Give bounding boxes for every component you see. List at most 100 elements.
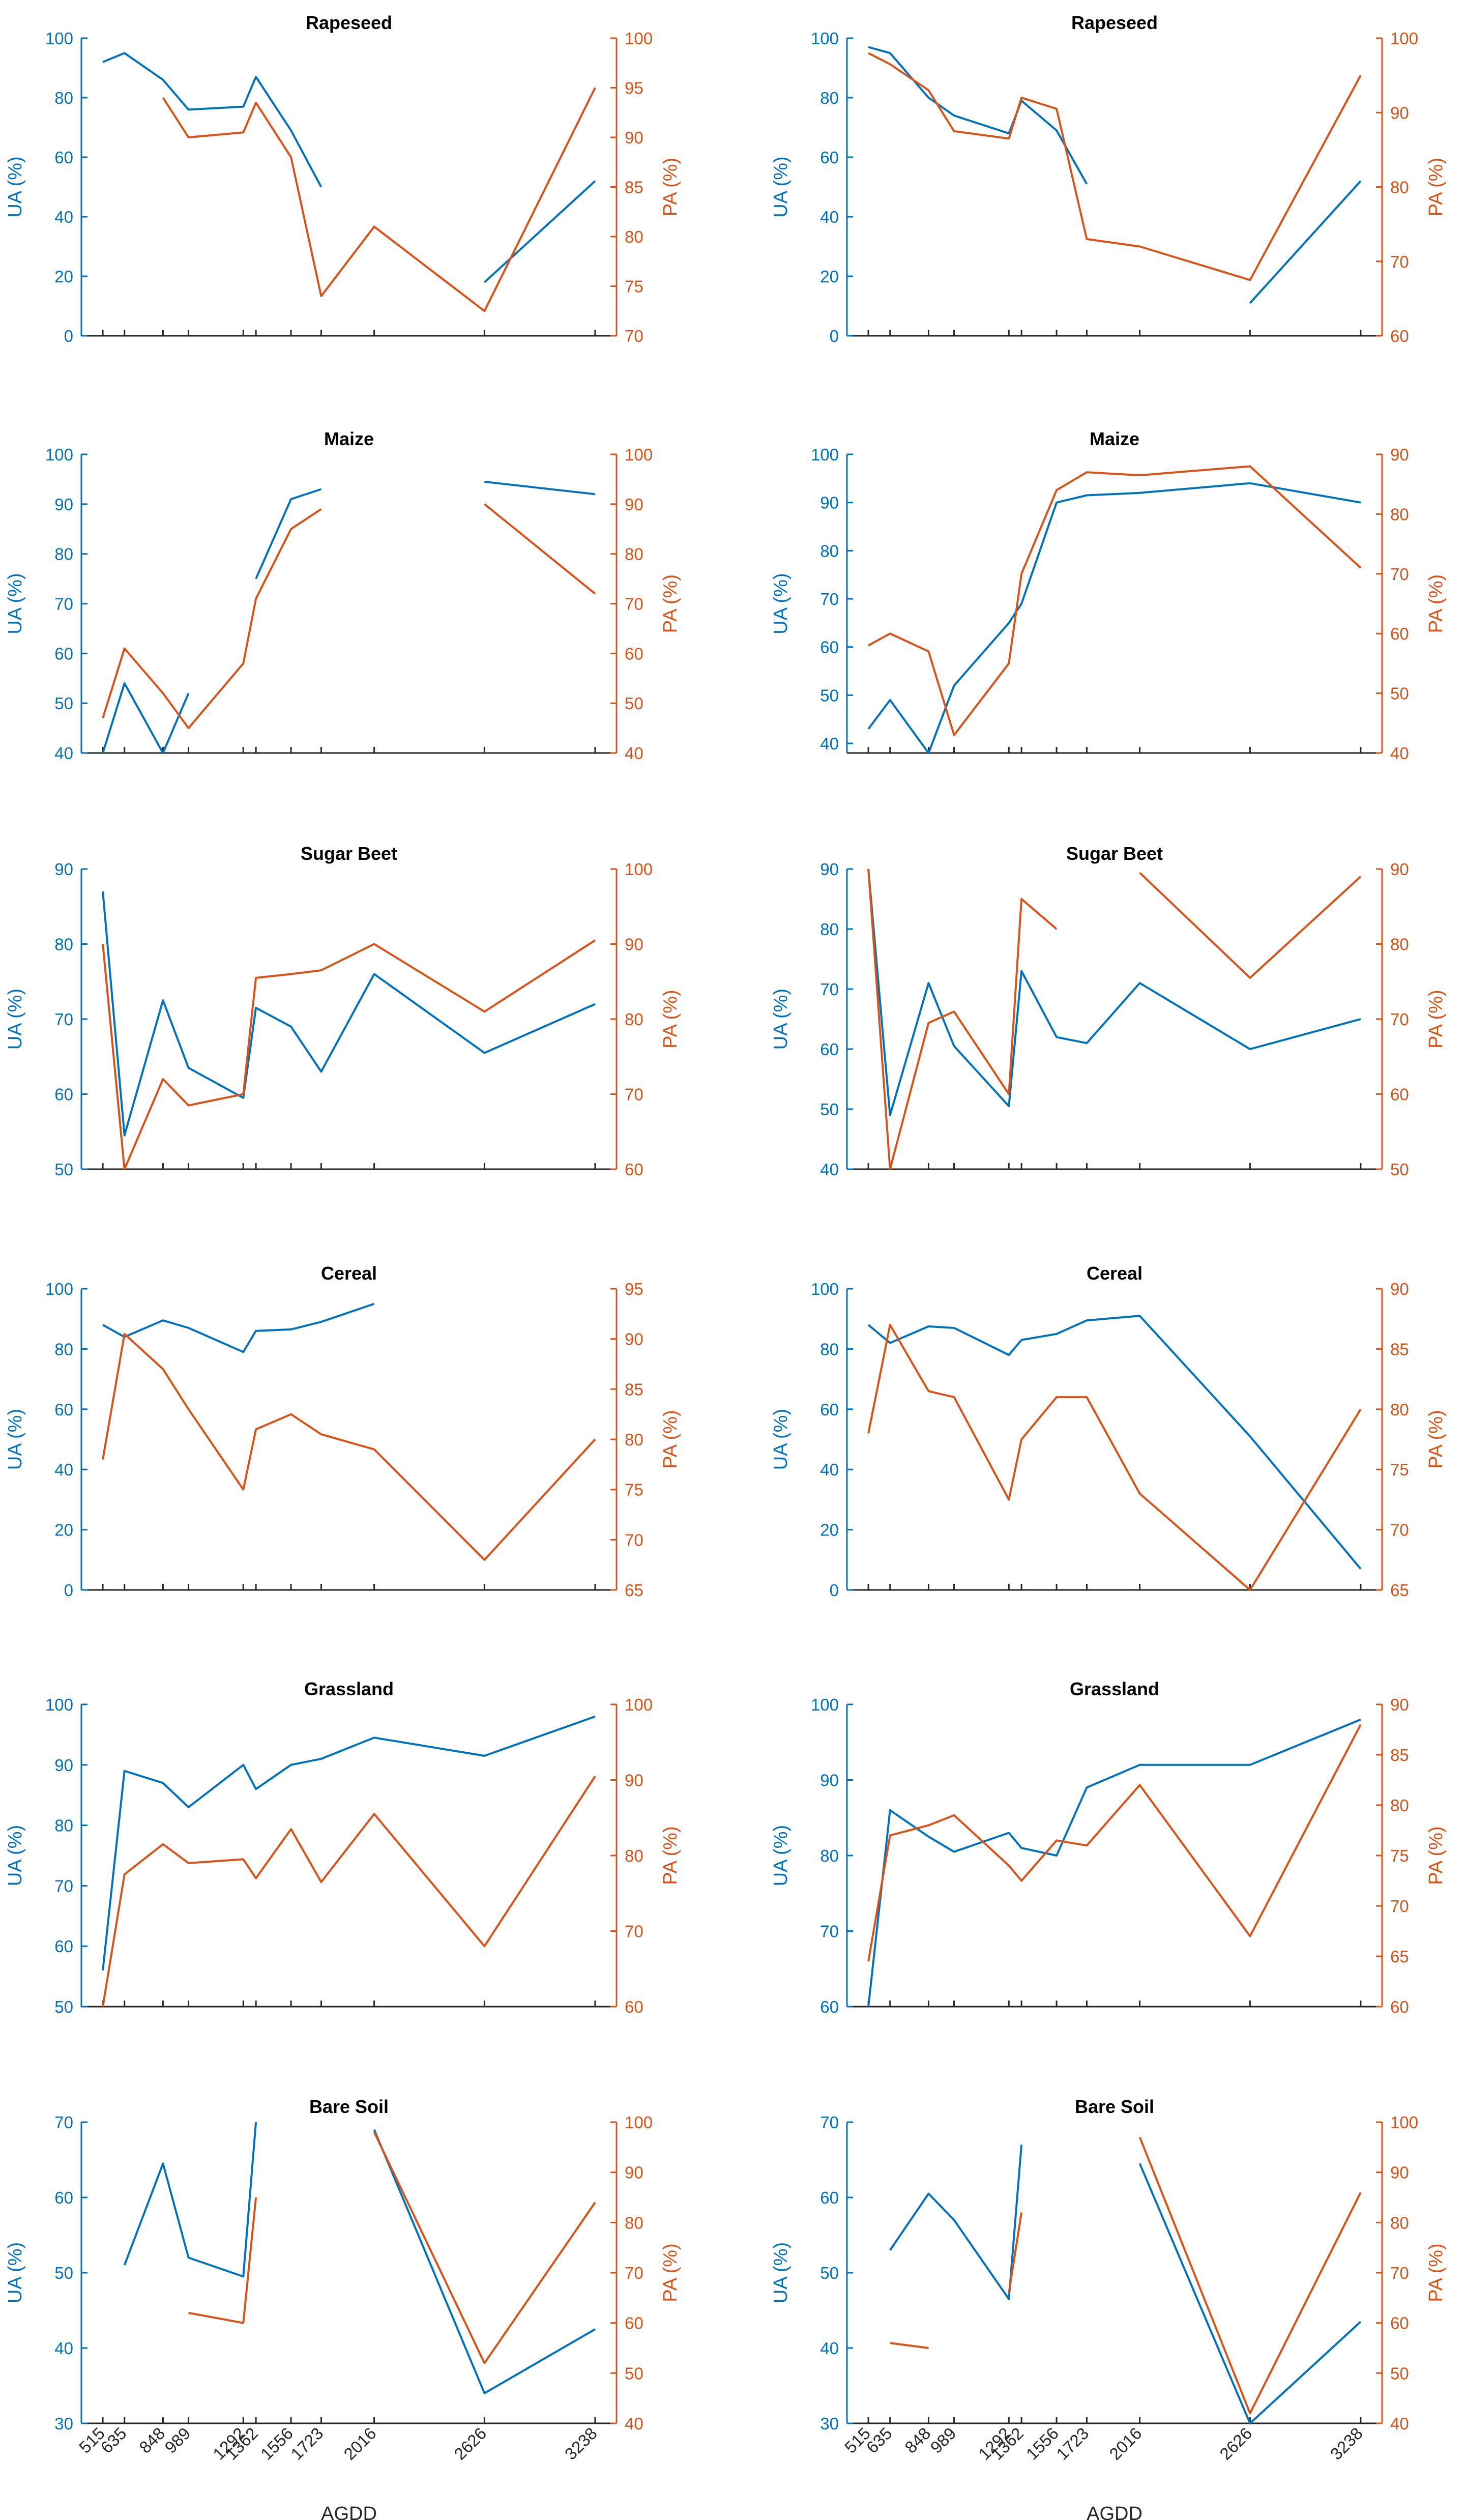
left-y-tick-label: 50 — [820, 686, 839, 705]
right-y-tick-label: 80 — [625, 1846, 643, 1865]
left-y-tick-label: 40 — [54, 744, 73, 763]
left-y-tick-label: 90 — [54, 1756, 73, 1775]
right-y-tick-label: 65 — [1390, 1947, 1409, 1966]
right-y-axis-label: PA (%) — [1425, 2243, 1447, 2302]
chart-panel-4: Maize 40 50 60 70 80 90 100 40 50 60 70 80 90 UA (%) PA… — [770, 428, 1447, 763]
left-y-tick-label: 60 — [54, 2188, 73, 2207]
left-y-tick-label: 60 — [54, 1085, 73, 1104]
left-y-tick-label: 40 — [820, 1460, 839, 1479]
left-y-tick-label: 60 — [820, 1400, 839, 1419]
right-y-tick-label: 95 — [625, 79, 643, 98]
right-y-tick-label: 100 — [625, 860, 653, 879]
pa-series-line — [102, 508, 322, 730]
left-y-tick-label: 100 — [811, 445, 839, 464]
left-y-tick-label: 20 — [54, 267, 73, 286]
left-y-axis-label: UA (%) — [770, 1825, 792, 1886]
right-y-tick-label: 100 — [1390, 29, 1418, 48]
left-y-axis-label: UA (%) — [770, 989, 792, 1050]
left-y-tick-label: 70 — [54, 2113, 73, 2132]
right-y-tick-label: 80 — [1390, 1796, 1409, 1815]
left-y-axis-label: UA (%) — [5, 989, 26, 1050]
right-y-tick-label: 85 — [625, 1380, 643, 1399]
right-y-tick-label: 80 — [1390, 178, 1409, 197]
right-y-axis-label: PA (%) — [1425, 1410, 1447, 1468]
left-y-tick-label: 50 — [820, 1100, 839, 1119]
x-tick-label: 2016 — [1105, 2424, 1145, 2464]
right-y-axis-label: PA (%) — [660, 574, 681, 633]
right-y-tick-label: 90 — [625, 128, 643, 147]
left-y-axis-label: UA (%) — [770, 156, 792, 217]
chart-title: Cereal — [1087, 1263, 1142, 1284]
right-y-tick-label: 60 — [1390, 1997, 1409, 2016]
right-y-tick-label: 70 — [1390, 1010, 1409, 1029]
left-y-tick-label: 100 — [45, 445, 73, 464]
right-y-tick-label: 60 — [625, 2314, 643, 2333]
left-y-tick-label: 40 — [820, 208, 839, 226]
pa-series-line — [1008, 2212, 1023, 2293]
left-y-tick-label: 100 — [811, 1280, 839, 1298]
x-tick-label: 635 — [97, 2424, 130, 2457]
chart-title: Cereal — [321, 1263, 377, 1284]
ua-series-line — [889, 2145, 1023, 2300]
left-y-tick-label: 70 — [820, 2113, 839, 2132]
left-y-tick-label: 80 — [54, 89, 73, 107]
ua-series-line — [867, 1315, 1362, 1570]
left-y-tick-label: 50 — [54, 2264, 73, 2282]
left-y-tick-label: 80 — [54, 1340, 73, 1358]
x-tick-label: 989 — [161, 2424, 194, 2457]
ua-series-line — [867, 482, 1361, 754]
left-y-tick-label: 20 — [54, 1521, 73, 1540]
right-y-tick-label: 80 — [625, 1010, 643, 1029]
left-y-tick-label: 70 — [54, 1876, 73, 1895]
right-y-tick-label: 70 — [625, 1922, 643, 1941]
ua-series-line — [1138, 2163, 1362, 2424]
left-y-tick-label: 70 — [820, 590, 839, 609]
left-y-tick-label: 20 — [820, 1521, 839, 1540]
pa-series-line — [867, 1324, 1362, 1591]
chart-panel-10: Grassland 60 70 80 90 100 60 65 70 75 80 85 90 UA (%)… — [770, 1678, 1447, 2016]
x-tick-label: 3238 — [1327, 2424, 1366, 2464]
right-y-tick-label: 60 — [625, 1160, 643, 1179]
ua-series-line — [484, 180, 596, 283]
ua-series-line — [102, 1715, 596, 1971]
right-y-tick-label: 50 — [1390, 2364, 1409, 2383]
left-y-tick-label: 40 — [54, 1460, 73, 1479]
right-y-tick-label: 60 — [625, 644, 643, 663]
right-y-tick-label: 60 — [1390, 624, 1409, 643]
left-y-axis-label: UA (%) — [770, 2242, 792, 2303]
right-y-tick-label: 60 — [1390, 1085, 1409, 1104]
left-y-tick-label: 60 — [820, 1040, 839, 1059]
chart-title: Grassland — [1070, 1678, 1159, 1699]
right-y-tick-label: 60 — [1390, 327, 1409, 345]
ua-series-line — [102, 891, 596, 1137]
pa-series-line — [868, 465, 1362, 736]
ua-series-line — [102, 1302, 375, 1353]
right-y-tick-label: 50 — [1390, 1160, 1409, 1179]
left-y-tick-label: 30 — [54, 2414, 73, 2433]
x-tick-label: 635 — [863, 2424, 896, 2457]
right-y-tick-label: 80 — [625, 1430, 643, 1449]
right-y-tick-label: 40 — [625, 2414, 643, 2433]
right-y-axis-label: PA (%) — [1425, 1826, 1447, 1885]
left-y-tick-label: 80 — [54, 1816, 73, 1835]
left-y-tick-label: 60 — [820, 2188, 839, 2207]
pa-series-line — [484, 503, 596, 595]
left-y-tick-label: 30 — [820, 2414, 839, 2433]
right-y-tick-label: 65 — [1390, 1581, 1409, 1600]
chart-title: Sugar Beet — [1066, 843, 1163, 864]
chart-panel-5: Sugar Beet 50 60 70 80 90 60 70 80 90 100 UA (%) PA … — [5, 843, 681, 1179]
right-y-tick-label: 40 — [625, 744, 643, 763]
x-tick-label: 1723 — [287, 2424, 327, 2464]
ua-series-line — [123, 2122, 257, 2278]
left-y-tick-label: 100 — [811, 29, 839, 48]
left-y-axis-label: UA (%) — [770, 1409, 792, 1470]
right-y-tick-label: 100 — [625, 2113, 653, 2132]
left-y-axis-label: UA (%) — [5, 1825, 26, 1886]
right-y-tick-label: 80 — [625, 227, 643, 246]
ua-series-line — [867, 1718, 1361, 2007]
ua-series-line — [868, 46, 1088, 185]
chart-panel-1: Rapeseed 0 20 40 60 80 100 70 75 80 85 90 95 100 UA (%… — [5, 12, 681, 345]
left-y-tick-label: 90 — [54, 495, 73, 514]
left-y-axis-label: UA (%) — [5, 2242, 26, 2303]
left-y-tick-label: 90 — [820, 860, 839, 879]
